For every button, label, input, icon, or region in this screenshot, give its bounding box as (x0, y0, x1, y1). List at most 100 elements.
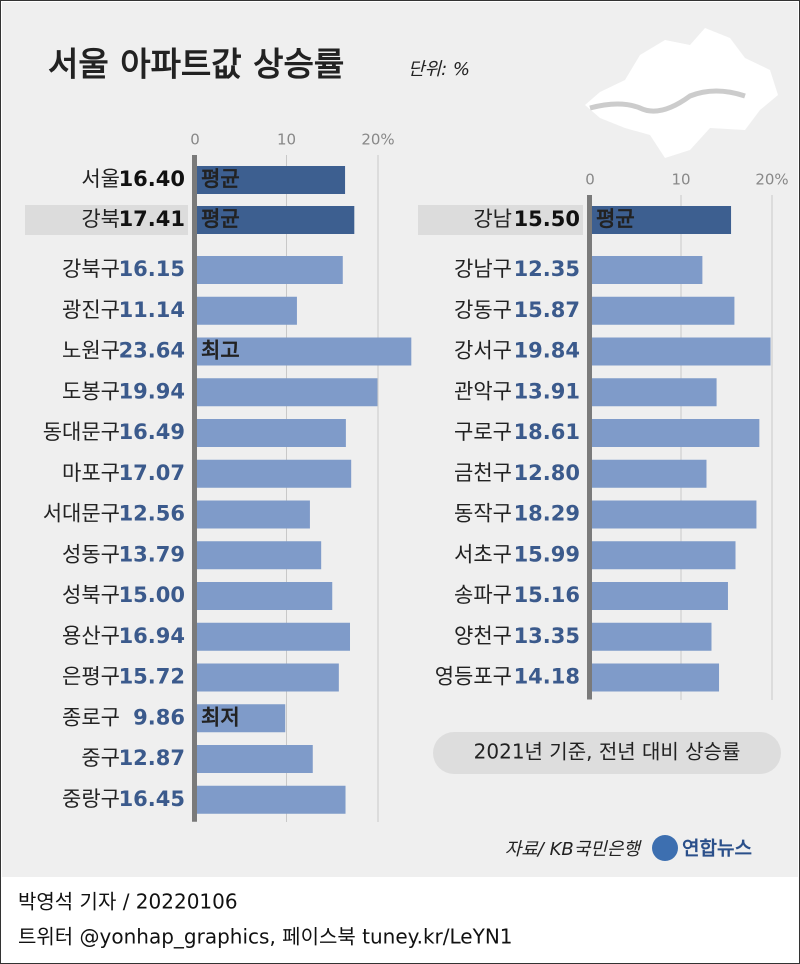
bar (195, 378, 378, 407)
category-label: 마포구 (62, 461, 120, 485)
social: 트위터 @yonhap_graphics, 페이스북 tuney.kr/LeYN… (18, 925, 513, 949)
category-label: 강서구 (454, 339, 512, 363)
value-label: 15.87 (514, 298, 580, 322)
category-label: 서초구 (454, 542, 512, 566)
value-label: 19.94 (119, 379, 185, 403)
bar (195, 337, 412, 366)
bar (195, 663, 339, 692)
bar (195, 785, 346, 814)
bar (195, 459, 352, 488)
category-label: 강남 (473, 207, 512, 231)
seoul-map (585, 28, 778, 158)
category-label: 은평구 (62, 665, 120, 689)
value-label: 15.00 (119, 583, 185, 607)
category-label: 광진구 (62, 298, 120, 322)
value-label: 17.41 (119, 207, 185, 231)
bar (195, 704, 286, 733)
bar (195, 419, 346, 447)
bar (590, 622, 712, 651)
category-label: 성동구 (62, 542, 120, 566)
category-label: 동작구 (454, 502, 512, 526)
category-label: 금천구 (454, 461, 512, 485)
bar (590, 378, 717, 407)
value-label: 15.50 (514, 207, 580, 231)
bar (590, 459, 707, 488)
bar (195, 500, 310, 529)
category-label: 강남구 (454, 257, 512, 281)
bar-label: 평균 (201, 207, 240, 231)
bar (590, 256, 703, 284)
value-label: 19.84 (514, 339, 580, 363)
category-label: 성북구 (62, 583, 120, 607)
note: 2021년 기준, 전년 대비 상승률 (474, 740, 741, 764)
bar (590, 296, 735, 325)
value-label: 15.99 (514, 542, 580, 566)
x-tick-label: 10 (671, 171, 690, 189)
category-label: 강북구 (62, 257, 120, 281)
value-label: 16.45 (119, 787, 185, 811)
value-label: 18.29 (514, 502, 580, 526)
bar (590, 663, 720, 692)
category-label: 노원구 (62, 339, 120, 363)
category-label: 종로구 (62, 705, 120, 729)
value-label: 18.61 (514, 420, 580, 444)
x-tick-label: 10 (277, 131, 296, 149)
bar-label: 평균 (596, 207, 635, 231)
value-label: 17.07 (119, 461, 185, 485)
source: 자료/ KB국민은행 (505, 839, 643, 860)
bar (195, 745, 313, 773)
category-label: 중구 (81, 746, 120, 770)
x-tick-label: 20% (361, 131, 394, 149)
bar-label: 최고 (201, 339, 240, 363)
byline: 박영석 기자 / 20220106 (18, 890, 238, 914)
x-tick-label: 0 (190, 131, 200, 149)
unit: 단위: % (408, 59, 470, 80)
category-label: 영등포구 (435, 665, 512, 689)
highlight-band (25, 205, 188, 235)
bar (590, 541, 736, 570)
value-label: 9.86 (133, 705, 185, 729)
value-label: 16.94 (119, 624, 185, 648)
category-label: 송파구 (454, 583, 512, 607)
value-label: 12.35 (514, 257, 580, 281)
han-river (589, 88, 746, 114)
category-label: 서대문구 (43, 502, 120, 526)
category-label: 도봉구 (62, 379, 120, 403)
logo-icon (652, 835, 678, 861)
logo: 연합뉴스 (682, 838, 752, 860)
value-label: 23.64 (119, 339, 185, 363)
bar (590, 582, 728, 610)
value-label: 11.14 (119, 298, 185, 322)
bar (590, 419, 760, 447)
bar (590, 500, 757, 529)
bar (195, 206, 355, 234)
bar (195, 582, 333, 610)
category-label: 용산구 (62, 624, 120, 648)
category-label: 동대문구 (43, 420, 120, 444)
highlight-band (418, 205, 583, 235)
value-label: 16.49 (119, 420, 185, 444)
value-label: 13.91 (514, 379, 580, 403)
value-label: 12.87 (119, 746, 185, 770)
category-label: 강북 (81, 207, 120, 231)
bar (590, 337, 771, 366)
value-label: 16.40 (119, 167, 185, 191)
bar (195, 256, 343, 284)
value-label: 15.16 (514, 583, 580, 607)
note-pill (433, 732, 781, 774)
category-label: 관악구 (454, 379, 512, 403)
value-label: 14.18 (514, 665, 580, 689)
bar-label: 평균 (201, 167, 240, 191)
title: 서울 아파트값 상승률 (48, 45, 344, 84)
bar (195, 622, 351, 651)
value-label: 16.15 (119, 257, 185, 281)
value-label: 15.72 (119, 665, 185, 689)
value-label: 12.80 (514, 461, 580, 485)
x-tick-label: 0 (585, 171, 595, 189)
category-label: 구로구 (454, 420, 512, 444)
category-label: 강동구 (454, 298, 512, 322)
x-tick-label: 20% (755, 171, 788, 189)
bar (195, 296, 297, 325)
value-label: 13.79 (119, 542, 185, 566)
